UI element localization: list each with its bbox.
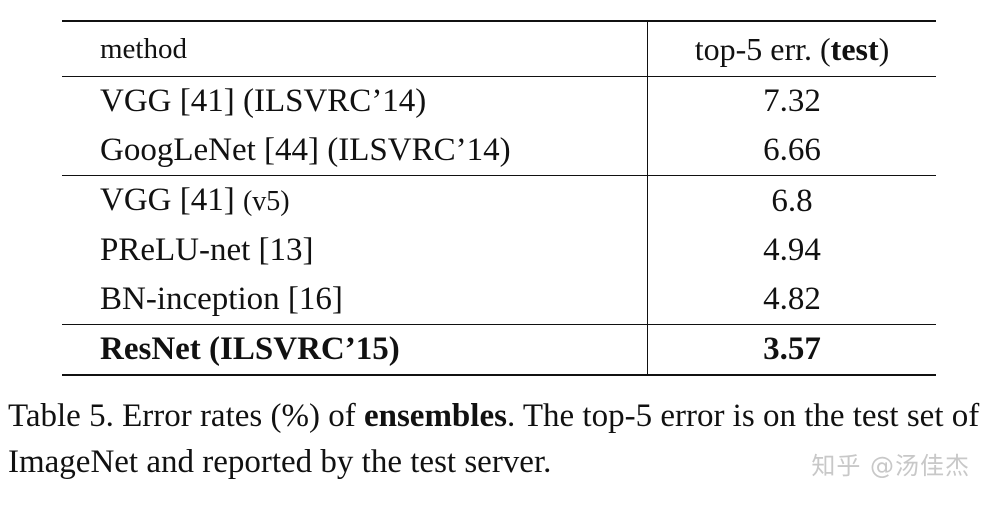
row-value: 4.94 xyxy=(763,232,821,268)
table-row: BN-inception [16] 4.82 xyxy=(62,275,936,325)
table-row: VGG [41] (ILSVRC’14) 7.32 xyxy=(62,76,936,126)
table-caption: Table 5. Error rates (%) of ensembles. T… xyxy=(8,393,993,485)
caption-part2: . The top-5 error is on the test set of … xyxy=(8,398,980,480)
results-table-container: method top-5 err. (test) VGG [41] (ILSVR… xyxy=(62,20,936,376)
table-row: PReLU-net [13] 4.94 xyxy=(62,226,936,275)
row-value: 6.8 xyxy=(647,175,936,226)
row-method-suffix: (v5) xyxy=(242,186,290,217)
row-value: 4.82 xyxy=(763,281,821,317)
watermark: 知乎 @汤佳杰 xyxy=(811,452,970,480)
header-top5-error: top-5 err. (test) xyxy=(647,20,936,77)
row-value: 3.57 xyxy=(647,324,936,376)
table-row: VGG [41] (v5) 6.8 xyxy=(62,175,936,226)
results-table: method top-5 err. (test) VGG [41] (ILSVR… xyxy=(62,20,936,376)
row-method-cell: VGG [41] (v5) xyxy=(62,175,648,226)
row-method: VGG [41] xyxy=(100,182,243,218)
row-value: 7.32 xyxy=(647,76,936,126)
header-value-suffix: ) xyxy=(878,31,890,67)
caption-bold: ensembles xyxy=(363,398,507,434)
table-header-row: method top-5 err. (test) xyxy=(62,20,936,77)
row-method: PReLU-net [13] xyxy=(62,226,648,275)
table-row: GoogLeNet [44] (ILSVRC’14) 6.66 xyxy=(62,126,936,176)
table-row-highlight: ResNet (ILSVRC’15) 3.57 xyxy=(62,324,936,376)
header-method: method xyxy=(62,20,648,77)
row-method: VGG [41] (ILSVRC’14) xyxy=(62,76,648,126)
caption-part1: Table 5. Error rates (%) of xyxy=(8,398,364,434)
row-method: BN-inception [16] xyxy=(62,275,648,325)
row-method: GoogLeNet [44] (ILSVRC’14) xyxy=(62,126,648,176)
row-method: ResNet (ILSVRC’15) xyxy=(62,324,648,376)
header-value-prefix: top-5 err. ( xyxy=(694,31,831,67)
row-value: 6.66 xyxy=(763,132,821,168)
header-value-bold: test xyxy=(830,31,879,67)
